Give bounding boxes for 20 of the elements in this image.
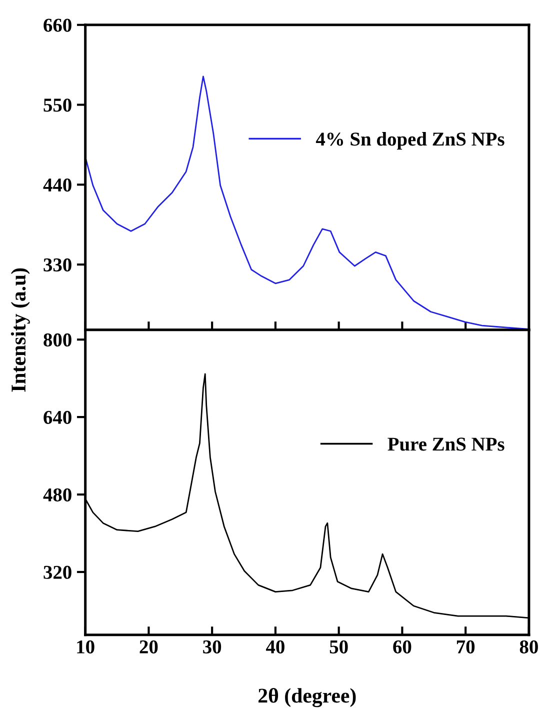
y-tick-label: 320 (44, 566, 72, 579)
y-tick-label: 800 (44, 333, 72, 347)
legend-label: 4% Sn doped ZnS NPs (316, 132, 504, 150)
x-tick-label: 10 (77, 640, 94, 654)
y-tick-label: 640 (44, 410, 72, 424)
y-tick-label: 440 (43, 178, 72, 192)
x-tick-label: 70 (456, 640, 475, 654)
x-axis-title: 2θ (degree) (258, 688, 356, 708)
y-axis-title: Intensity (a.u) (10, 268, 30, 392)
x-tick-label: 40 (266, 640, 284, 654)
x-tick-label: 80 (520, 640, 538, 654)
x-tick-label: 50 (330, 640, 348, 654)
x-tick-label: 30 (203, 640, 222, 654)
y-tick-label: 480 (43, 488, 72, 502)
x-tick-label: 20 (140, 640, 158, 654)
y-tick-label: 330 (44, 258, 72, 272)
legend-label: Pure ZnS NPs (388, 438, 504, 451)
y-tick-label: 550 (44, 98, 72, 112)
y-tick-label: 660 (44, 18, 72, 32)
x-tick-label: 60 (393, 640, 412, 654)
